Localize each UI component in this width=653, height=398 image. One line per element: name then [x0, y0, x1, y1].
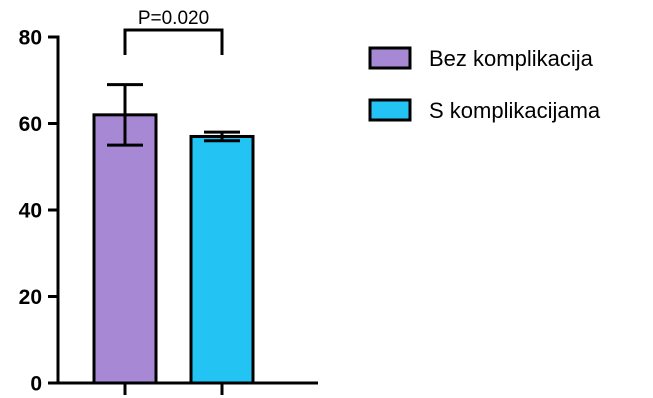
- y-tick-label: 40: [19, 200, 42, 223]
- legend-label: Bez komplikacija: [429, 46, 594, 71]
- y-tick-label: 0: [30, 373, 42, 396]
- significance-annotation: P=0.020: [123, 8, 224, 55]
- bar-1: [92, 113, 158, 385]
- legend: Bez komplikacija S komplikacijama: [368, 46, 601, 123]
- y-tick-label: 80: [19, 27, 42, 50]
- x-tick-marks: [123, 383, 224, 395]
- legend-item: S komplikacijama: [368, 98, 601, 123]
- y-tick-labels: 0 20 40 60 80: [19, 27, 42, 396]
- p-value-label: P=0.020: [138, 8, 209, 29]
- significance-bracket: [123, 28, 224, 55]
- bars: [92, 113, 255, 385]
- y-tick-label: 60: [19, 113, 42, 136]
- legend-swatch: [368, 98, 412, 122]
- y-tick-marks: [48, 35, 58, 385]
- error-bars: [107, 83, 240, 147]
- legend-item: Bez komplikacija: [368, 46, 594, 71]
- legend-swatch: [368, 46, 412, 70]
- legend-label: S komplikacijama: [429, 98, 601, 123]
- y-tick-label: 20: [19, 286, 42, 309]
- bar-2: [189, 134, 255, 385]
